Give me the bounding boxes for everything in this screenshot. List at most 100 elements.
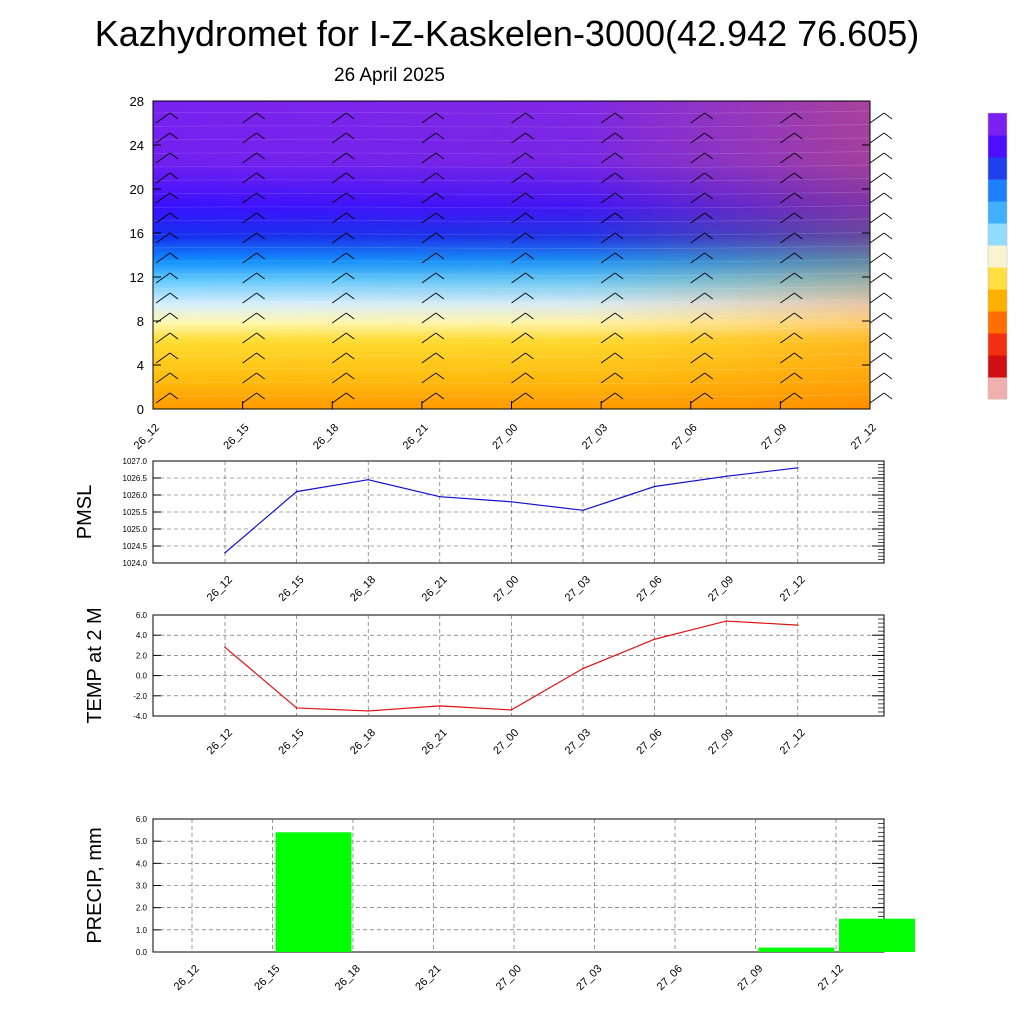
wind-barb-flag <box>346 312 355 320</box>
wind-barb-flag <box>704 132 713 140</box>
wind-barb-flag <box>169 152 179 160</box>
wind-barb <box>332 112 347 124</box>
wind-barb <box>690 392 705 404</box>
wind-barb-flag <box>169 332 179 340</box>
contour-line <box>152 272 871 276</box>
wind-barb <box>780 372 795 384</box>
wind-barb <box>421 292 437 304</box>
wind-barb <box>600 292 616 304</box>
wind-barb-flag <box>435 112 445 120</box>
wind-barb-flag <box>883 112 893 120</box>
wind-barb <box>421 192 437 204</box>
wind-barb <box>511 352 526 364</box>
wind-barb-flag <box>704 332 713 340</box>
wind-barb-flag <box>256 172 265 180</box>
y-tick-label: 5.0 <box>136 837 148 846</box>
wind-barb-flag <box>704 152 713 160</box>
wind-barb-flag <box>256 352 265 360</box>
wind-barb <box>780 292 795 304</box>
x-tick-label: 26_12 <box>132 422 162 452</box>
wind-barb-flag <box>256 372 265 380</box>
wind-barb-flag <box>794 112 803 120</box>
wind-barb-flag <box>883 352 893 360</box>
wind-barb-flag <box>346 132 355 140</box>
y-tick-label: 1024.5 <box>123 542 148 551</box>
x-tick-label: 27_09 <box>735 963 765 993</box>
x-tick-label: 27_06 <box>655 963 685 993</box>
wind-barb <box>511 392 526 404</box>
temp-point <box>725 620 727 622</box>
wind-barb <box>600 192 616 204</box>
wind-barb <box>600 172 616 184</box>
wind-barb-flag <box>346 372 355 380</box>
wind-barb <box>421 392 437 404</box>
wind-barb <box>155 292 171 304</box>
wind-barb-flag <box>614 172 624 180</box>
pmsl-point <box>224 552 226 554</box>
wind-barb <box>869 272 885 284</box>
contour-line <box>152 353 871 357</box>
wind-barb-flag <box>525 152 534 160</box>
pmsl-point <box>439 495 441 498</box>
contour-line <box>152 218 871 222</box>
contour-line <box>152 191 871 195</box>
wind-barb <box>511 252 526 264</box>
x-tick-label: 27_00 <box>494 963 524 993</box>
wind-barb-flag <box>346 192 355 200</box>
wind-barb-flag <box>256 332 265 340</box>
precip-axis-label: PRECIP, mm <box>84 827 106 943</box>
wind-barb-flag <box>435 212 445 220</box>
wind-barb-flag <box>794 172 803 180</box>
x-tick-label: 26_18 <box>311 422 341 452</box>
wind-barb-flag <box>883 372 893 380</box>
contour-line <box>152 313 871 317</box>
contour-line <box>152 394 871 398</box>
wind-barb-flag <box>614 232 624 240</box>
temp-point <box>797 624 799 626</box>
wind-barb-flag <box>525 192 534 200</box>
wind-barb <box>421 332 437 344</box>
y-tick-label: 12 <box>130 270 144 285</box>
wind-barb-flag <box>614 292 624 300</box>
colorbar-segment <box>988 135 1007 158</box>
y-tick-label: 16 <box>130 226 144 241</box>
wind-barb <box>421 152 437 164</box>
wind-barb <box>332 392 347 404</box>
x-tick-label: 27_03 <box>563 727 593 757</box>
wind-barb-flag <box>883 172 893 180</box>
x-tick-label: 27_00 <box>490 422 520 452</box>
cross-section-shade <box>153 101 870 409</box>
wind-barb-flag <box>525 352 534 360</box>
pmsl-axis-label: PMSL <box>74 485 96 539</box>
wind-barb-flag <box>883 252 893 260</box>
wind-barb-flag <box>883 332 893 340</box>
wind-barb <box>600 392 616 404</box>
wind-barb <box>155 212 171 224</box>
wind-barb <box>780 252 795 264</box>
wind-barb-flag <box>525 312 534 320</box>
wind-barb <box>511 312 526 324</box>
chart-title: Kazhydromet for I-Z-Kaskelen-3000(42.942… <box>94 13 920 54</box>
wind-barb-flag <box>525 272 534 280</box>
wind-barb-flag <box>794 312 803 320</box>
wind-barb <box>511 332 526 344</box>
y-tick-label: 4 <box>137 358 144 373</box>
wind-barb-flag <box>794 372 803 380</box>
wind-barb-flag <box>525 112 534 120</box>
wind-barb-flag <box>525 392 534 400</box>
precip-bar <box>275 832 352 952</box>
wind-barb-flag <box>614 252 624 260</box>
wind-barb <box>780 192 795 204</box>
wind-barb-flag <box>169 212 179 220</box>
wind-barb <box>155 172 171 184</box>
wind-barb-flag <box>883 132 893 140</box>
wind-barb-flag <box>435 132 445 140</box>
wind-barb-flag <box>169 232 179 240</box>
wind-barb <box>780 392 795 404</box>
x-tick-label: 27_06 <box>670 422 700 452</box>
wind-barb <box>600 272 616 284</box>
wind-barb-flag <box>704 312 713 320</box>
wind-barb-flag <box>435 272 445 280</box>
wind-barb <box>690 172 705 184</box>
wind-barb-flag <box>435 332 445 340</box>
